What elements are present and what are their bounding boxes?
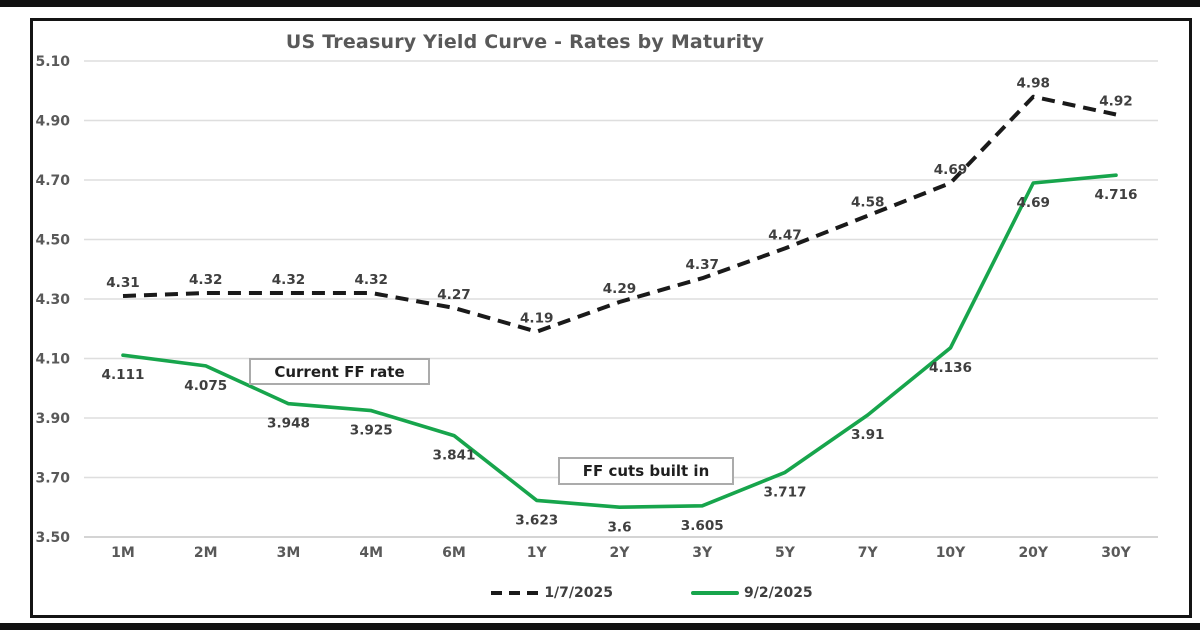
- svg-text:4.075: 4.075: [184, 378, 227, 394]
- svg-text:3.50: 3.50: [35, 530, 70, 546]
- svg-text:4.31: 4.31: [106, 275, 140, 291]
- svg-text:3.623: 3.623: [515, 512, 558, 528]
- svg-text:3.948: 3.948: [267, 416, 310, 432]
- svg-text:1Y: 1Y: [527, 545, 548, 561]
- chart-frame: [30, 18, 1192, 618]
- series-data-labels-2: 4.111 4.075 3.948 3.925 3.841 3.623 3.6 3.605 3.…: [102, 187, 1138, 535]
- svg-text:4.27: 4.27: [437, 287, 471, 303]
- legend-label-series2: 9/2/2025: [744, 585, 813, 601]
- legend-label-series1: 1/7/2025: [544, 585, 613, 601]
- svg-text:4.50: 4.50: [35, 233, 70, 249]
- svg-text:2Y: 2Y: [610, 545, 631, 561]
- svg-text:10Y: 10Y: [936, 545, 966, 561]
- svg-text:3.90: 3.90: [35, 411, 70, 427]
- svg-text:4.29: 4.29: [603, 281, 637, 297]
- chart-title: US Treasury Yield Curve - Rates by Matur…: [285, 31, 765, 53]
- gridlines: [84, 60, 1158, 538]
- annotation-ff-cuts-built-in: FF cuts built in: [558, 457, 734, 485]
- svg-text:4.37: 4.37: [685, 257, 719, 273]
- series-line-1: [122, 94, 1117, 334]
- svg-text:4.716: 4.716: [1095, 187, 1138, 203]
- svg-text:4.47: 4.47: [768, 227, 802, 243]
- svg-text:4.111: 4.111: [102, 367, 145, 383]
- svg-text:4.98: 4.98: [1016, 76, 1050, 92]
- svg-text:4.58: 4.58: [851, 195, 885, 211]
- svg-text:30Y: 30Y: [1101, 545, 1131, 561]
- svg-text:4.30: 4.30: [35, 292, 70, 308]
- svg-text:3.925: 3.925: [350, 423, 393, 439]
- chart-legend: 1/7/2025 9/2/2025: [100, 585, 1200, 601]
- svg-text:3.841: 3.841: [433, 448, 476, 464]
- svg-text:3.91: 3.91: [851, 427, 885, 443]
- svg-text:4.69: 4.69: [1016, 195, 1050, 211]
- svg-text:3.6: 3.6: [607, 519, 631, 535]
- dashed-line-swatch-icon: [491, 591, 540, 595]
- svg-text:4.32: 4.32: [189, 272, 223, 288]
- svg-text:4.136: 4.136: [929, 360, 972, 376]
- annotation-current-ff-rate-label: Current FF rate: [274, 362, 405, 381]
- svg-text:4.19: 4.19: [520, 311, 554, 327]
- svg-text:3.605: 3.605: [681, 518, 724, 534]
- annotation-ff-cuts-label: FF cuts built in: [582, 462, 710, 480]
- svg-text:5Y: 5Y: [775, 545, 796, 561]
- svg-text:4.70: 4.70: [35, 173, 70, 189]
- svg-text:4.90: 4.90: [35, 114, 70, 130]
- svg-text:6M: 6M: [442, 545, 466, 561]
- y-axis-tick-labels: 5.10 4.90 4.70 4.50 4.30 4.10 3.90 3.70 3.50: [35, 54, 70, 546]
- svg-text:3Y: 3Y: [692, 545, 713, 561]
- svg-text:20Y: 20Y: [1018, 545, 1048, 561]
- series-data-labels-1: 4.31 4.32 4.32 4.32 4.27 4.19 4.29 4.37 4.47 4.58…: [106, 76, 1133, 327]
- svg-text:3.70: 3.70: [35, 471, 70, 487]
- legend-item-9-2-2025: 9/2/2025: [691, 585, 813, 601]
- svg-text:3M: 3M: [277, 545, 301, 561]
- series-line-2: [121, 173, 1118, 510]
- svg-text:4.69: 4.69: [934, 162, 968, 178]
- legend-item-1-7-2025: 1/7/2025: [491, 585, 613, 601]
- svg-text:4.10: 4.10: [35, 352, 70, 368]
- svg-text:1M: 1M: [111, 545, 135, 561]
- svg-text:3.717: 3.717: [764, 484, 807, 500]
- outer-border-top: [0, 0, 1200, 7]
- svg-text:4.32: 4.32: [354, 272, 388, 288]
- svg-text:5.10: 5.10: [35, 54, 70, 70]
- x-axis-category-labels: 1M 2M 3M 4M 6M 1Y 2Y 3Y 5Y 7Y 10Y 20Y 30Y: [111, 545, 1132, 561]
- outer-border-bottom: [0, 623, 1200, 630]
- svg-text:2M: 2M: [194, 545, 218, 561]
- svg-text:4.92: 4.92: [1099, 94, 1133, 110]
- solid-line-swatch-icon: [691, 591, 739, 595]
- annotation-current-ff-rate: Current FF rate: [249, 358, 430, 385]
- svg-text:7Y: 7Y: [858, 545, 879, 561]
- svg-text:4.32: 4.32: [272, 272, 306, 288]
- svg-text:4M: 4M: [359, 545, 383, 561]
